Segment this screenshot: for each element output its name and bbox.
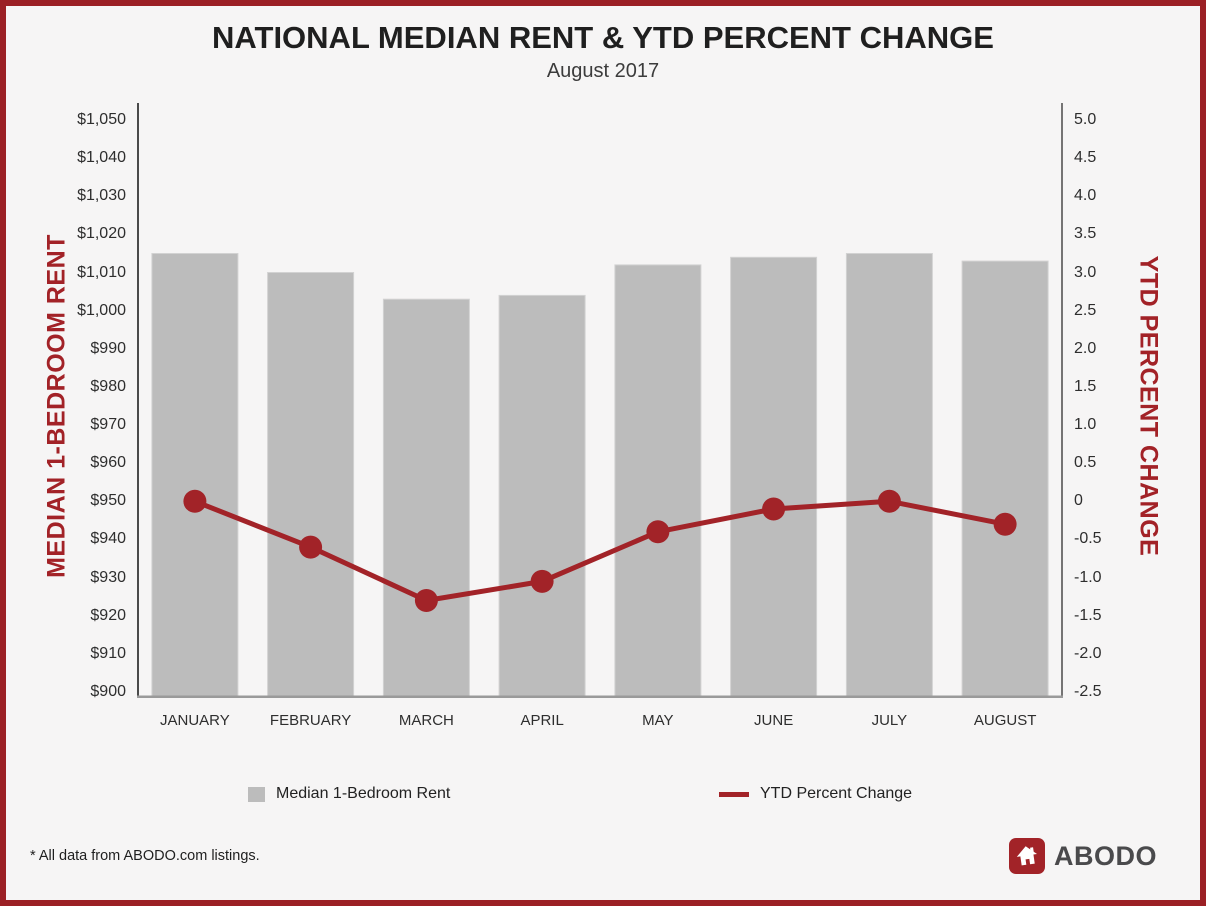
month-label-may: MAY <box>642 712 674 729</box>
line-point-may <box>646 520 670 544</box>
right-tick-label: 3.0 <box>1074 263 1097 281</box>
right-tick-label: -1.5 <box>1074 606 1102 624</box>
left-tick-label: $1,030 <box>77 187 126 205</box>
bar-february <box>267 272 355 698</box>
left-tick-label: $1,010 <box>77 263 126 281</box>
bar-may <box>614 264 702 698</box>
line-point-july <box>877 489 901 513</box>
left-tick-label: $960 <box>90 454 126 472</box>
month-label-january: JANUARY <box>160 712 230 729</box>
right-tick-label: 1.0 <box>1074 416 1097 434</box>
left-tick-label: $990 <box>90 339 126 357</box>
right-tick-label: 2.0 <box>1074 339 1097 357</box>
legend-item: Median 1-Bedroom Rent <box>248 782 450 806</box>
left-tick-label: $920 <box>90 606 126 624</box>
bar-january <box>151 253 239 698</box>
legend-label: Median 1-Bedroom Rent <box>276 785 451 802</box>
left-tick-label: $1,020 <box>77 225 126 243</box>
right-tick-label: 1.5 <box>1074 377 1097 395</box>
left-tick-label: $980 <box>90 377 126 395</box>
chart-subtitle: August 2017 <box>546 60 660 82</box>
right-tick-label: -2.0 <box>1074 644 1102 662</box>
line-point-january <box>183 489 207 513</box>
abodo-logo: ABODO <box>1009 838 1157 874</box>
logo-wordmark: ABODO <box>1054 840 1157 871</box>
bar-august <box>961 260 1049 698</box>
left-tick-label: $1,050 <box>77 111 126 128</box>
bar-march <box>382 298 470 698</box>
line-swatch <box>719 791 749 797</box>
left-axis-title: MEDIAN 1-BEDROOM RENT <box>42 234 71 578</box>
bar-july <box>845 253 933 698</box>
month-label-july: JULY <box>871 712 908 729</box>
plot-area <box>137 103 1063 698</box>
left-tick-label: $970 <box>90 416 126 434</box>
line-point-april <box>530 569 554 593</box>
legend-item: YTD Percent Change <box>719 782 912 806</box>
right-tick-label: 0 <box>1074 492 1083 510</box>
right-tick-label: 5.0 <box>1074 111 1097 128</box>
left-tick-label: $940 <box>90 530 126 548</box>
right-tick-label: 0.5 <box>1074 454 1097 472</box>
logo-mark <box>1009 838 1045 874</box>
right-tick-label: 4.5 <box>1074 149 1097 167</box>
right-tick-label: 3.5 <box>1074 225 1097 243</box>
left-tick-label: $950 <box>90 492 126 510</box>
right-tick-label: -2.5 <box>1074 683 1102 700</box>
line-point-february <box>299 535 323 559</box>
legend: Median 1-Bedroom Rent YTD Percent Change <box>6 782 1200 806</box>
source-footnote: * All data from ABODO.com listings. <box>30 848 260 864</box>
left-tick-label: $930 <box>90 568 126 586</box>
line-point-august <box>993 512 1017 536</box>
month-label-april: APRIL <box>520 712 564 729</box>
line-point-june <box>762 497 786 521</box>
bar-april <box>498 294 586 698</box>
month-label-february: FEBRUARY <box>269 712 352 729</box>
left-tick-label: $1,000 <box>77 301 126 319</box>
left-tick-label: $900 <box>90 683 126 700</box>
left-tick-label: $1,040 <box>77 149 126 167</box>
line-point-march <box>414 589 438 612</box>
month-label-august: AUGUST <box>973 712 1037 729</box>
right-tick-label: 4.0 <box>1074 187 1097 205</box>
month-label-june: JUNE <box>754 712 794 729</box>
right-tick-label: -1.0 <box>1074 568 1102 586</box>
bar-swatch <box>248 786 265 802</box>
right-tick-label: 2.5 <box>1074 301 1097 319</box>
chart-title: NATIONAL MEDIAN RENT & YTD PERCENT CHANG… <box>212 20 994 55</box>
bar-june <box>730 256 818 698</box>
right-tick-label: -0.5 <box>1074 530 1102 548</box>
month-label-march: MARCH <box>398 712 454 729</box>
ytd-percent-change-line <box>192 498 1008 603</box>
house-icon <box>1016 846 1038 866</box>
legend-label: YTD Percent Change <box>760 785 913 802</box>
left-tick-label: $910 <box>90 644 126 662</box>
